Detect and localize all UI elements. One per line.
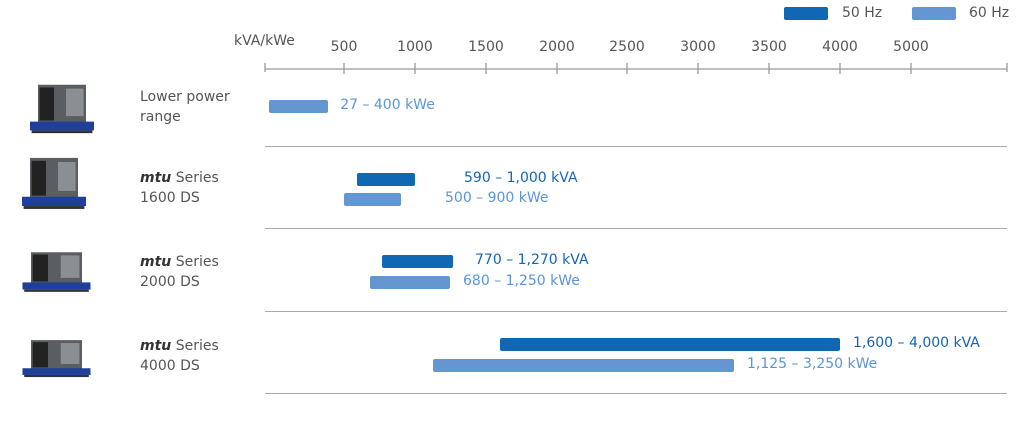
generator-image [30, 84, 94, 134]
generator-picture [14, 338, 99, 384]
data-label: 680 – 1,250 kWe [463, 273, 580, 289]
bar-50hz [382, 255, 454, 268]
row-label-line1: Series [171, 254, 219, 270]
x-axis-title: kVA/kWe [234, 33, 295, 49]
data-label: 590 – 1,000 kVA [464, 170, 578, 186]
row-label-line2: 1600 DS [140, 190, 200, 206]
data-label: 27 – 400 kWe [340, 97, 435, 113]
x-axis [264, 63, 1008, 74]
data-label: 1,600 – 4,000 kVA [853, 335, 980, 351]
row-label-line2: 4000 DS [140, 358, 200, 374]
generator-picture [22, 82, 102, 141]
tick-label: 3000 [680, 39, 716, 55]
row-label: mtu Series 4000 DS [140, 336, 219, 376]
row-label-line1: Series [171, 338, 219, 354]
generator-picture [14, 155, 94, 217]
data-label: 770 – 1,270 kVA [475, 252, 589, 268]
tick-label: 3500 [751, 39, 787, 55]
row-label: mtu Series 2000 DS [140, 252, 219, 292]
tick-label: 1000 [397, 39, 433, 55]
data-label: 500 – 900 kWe [445, 190, 549, 206]
row-label-line2: range [140, 109, 181, 125]
tick-label: 1500 [468, 39, 504, 55]
generator-image [22, 157, 86, 209]
row-label-line1: Lower power [140, 89, 230, 105]
bar-50hz [356, 173, 415, 186]
bar-60hz [369, 276, 451, 289]
generator-image [22, 340, 91, 378]
tick-label: 5000 [893, 39, 929, 55]
brand-name: mtu [140, 338, 172, 354]
row-label-line2: 2000 DS [140, 274, 200, 290]
tick-label: 2000 [539, 39, 575, 55]
row-divider [265, 393, 1007, 394]
generator-image [22, 252, 91, 292]
row-label: mtu Series 1600 DS [140, 168, 219, 208]
legend-label-60hz: 60 Hz [969, 5, 1010, 21]
bar-60hz [432, 359, 734, 372]
row-divider [265, 146, 1007, 147]
brand-name: mtu [140, 170, 172, 186]
generator-picture [14, 250, 99, 299]
tick-label: 4000 [822, 39, 858, 55]
legend-swatch-60hz [912, 7, 956, 20]
row-label-line1: Series [171, 170, 219, 186]
row-divider [265, 228, 1007, 229]
bar-50hz [500, 338, 840, 351]
bar-60hz [344, 193, 401, 206]
bar-60hz [269, 100, 329, 113]
row-label: Lower power range [140, 87, 230, 127]
brand-name: mtu [140, 254, 172, 270]
tick-label: 2500 [609, 39, 645, 55]
data-label: 1,125 – 3,250 kWe [747, 356, 878, 372]
legend-swatch-50hz [784, 7, 828, 20]
tick-label: 500 [330, 39, 358, 55]
row-divider [265, 311, 1007, 312]
legend-label-50hz: 50 Hz [842, 5, 883, 21]
